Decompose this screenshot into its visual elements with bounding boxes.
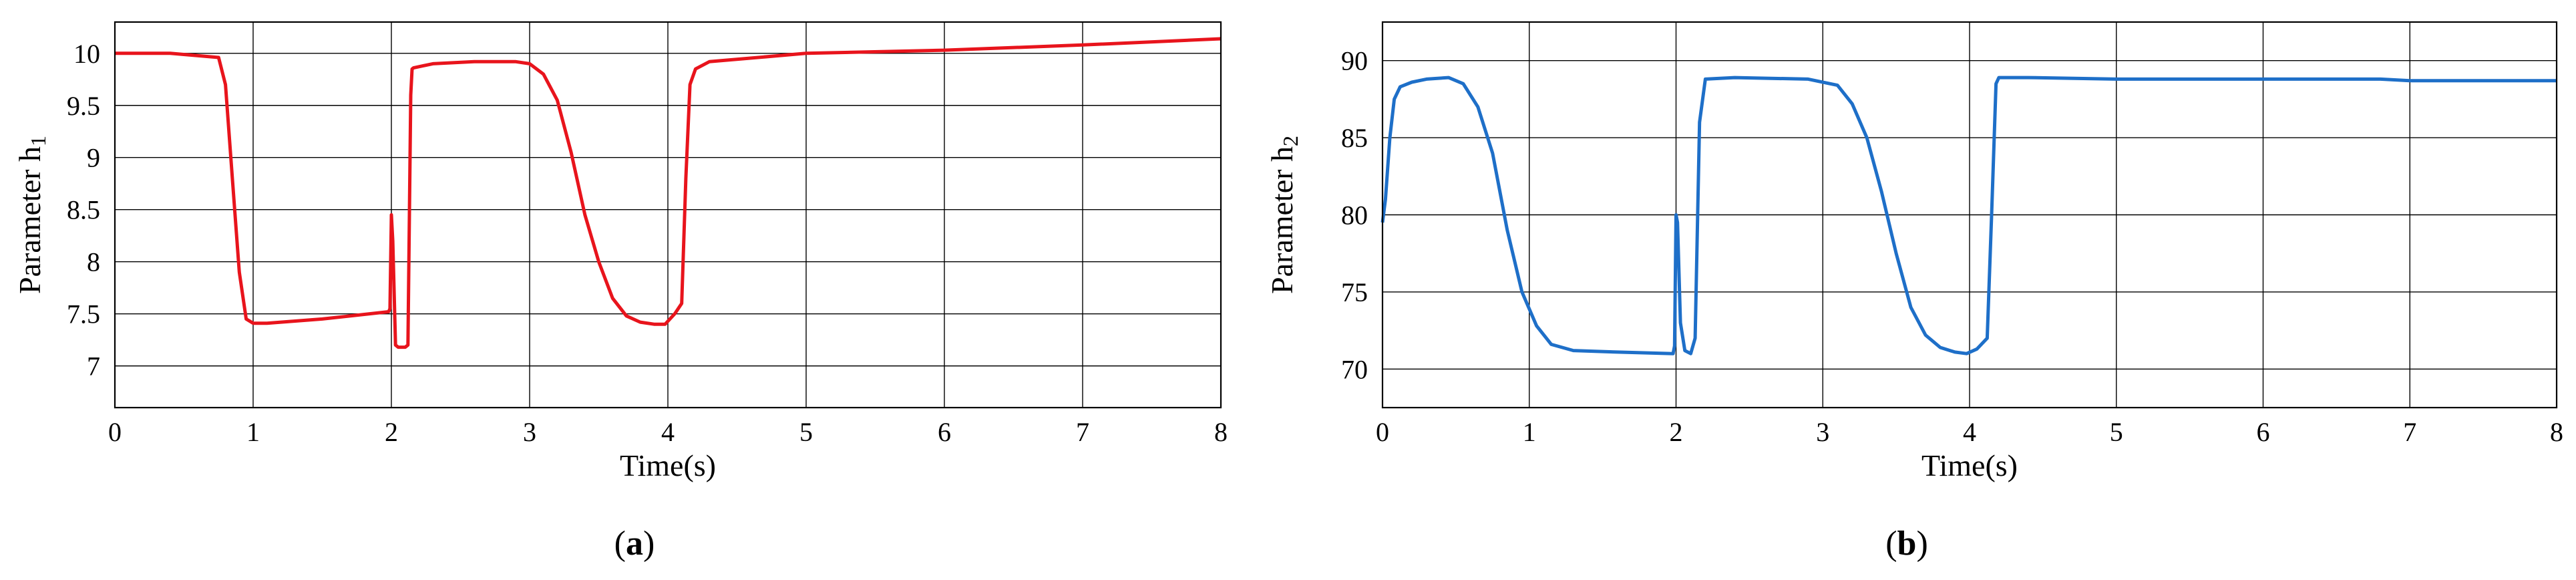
chart-a-x-tick-label: 4 (661, 417, 675, 447)
chart-a-y-tick-label: 8.5 (67, 195, 100, 225)
chart-b-y-axis-label-subscript: 2 (1278, 136, 1302, 146)
chart-a-y-tick-label: 10 (73, 39, 100, 69)
chart-b-x-tick-label: 3 (1816, 417, 1829, 447)
chart-b-y-axis-label-main: Parameter h (1265, 146, 1299, 294)
chart-b-x-tick-label: 5 (2110, 417, 2123, 447)
chart-b-x-axis-label: Time(s) (1921, 448, 2018, 482)
chart-b-frame (1381, 21, 2558, 409)
chart-a-series-line (115, 37, 1222, 349)
chart-b-y-axis-label: Parameter h2 (1265, 136, 1302, 294)
chart-a-y-tick-label: 7 (87, 351, 100, 382)
chart-b-x-tick-labels: 0 1 2 3 4 5 6 7 8 (1376, 417, 2563, 447)
chart-a-x-tick-label: 8 (1214, 417, 1228, 447)
chart-b-series-line (1381, 76, 2557, 355)
chart-a-x-tick-label: 1 (246, 417, 260, 447)
chart-a-x-axis-label: Time(s) (620, 448, 716, 482)
chart-a-y-axis-label: Parameter h1 (13, 136, 50, 294)
chart-b-y-tick-label: 70 (1341, 354, 1368, 384)
chart-a: 0 1 2 3 4 5 6 7 8 7 7.5 8 8.5 9 9.5 10 Time(s) Paramet… (13, 21, 1228, 563)
chart-b-x-tick-label: 8 (2550, 417, 2563, 447)
chart-b-y-tick-label: 75 (1341, 277, 1368, 307)
chart-a-y-axis-label-subscript: 1 (26, 136, 50, 146)
chart-a-x-tick-label: 3 (523, 417, 536, 447)
chart-a-y-tick-labels: 7 7.5 8 8.5 9 9.5 10 (67, 39, 100, 382)
chart-a-y-tick-label: 7.5 (67, 299, 100, 329)
chart-b-x-tick-label: 1 (1523, 417, 1536, 447)
chart-a-x-tick-label: 2 (385, 417, 398, 447)
chart-b-plot-area (1381, 21, 2558, 409)
chart-a-gridlines (115, 22, 1221, 408)
chart-a-x-tick-labels: 0 1 2 3 4 5 6 7 8 (108, 417, 1228, 447)
chart-b-x-tick-label: 4 (1963, 417, 1976, 447)
chart-a-frame (114, 21, 1222, 409)
chart-a-panel-letter: a (626, 525, 643, 563)
chart-b-x-tick-label: 6 (2257, 417, 2270, 447)
chart-b-panel-label: (b) (1885, 525, 1928, 563)
chart-a-panel-label: (a) (614, 525, 655, 563)
chart-a-y-tick-label: 8 (87, 247, 100, 277)
chart-a-x-tick-label: 7 (1076, 417, 1089, 447)
chart-a-plot-area (114, 21, 1222, 409)
chart-a-x-tick-label: 5 (799, 417, 813, 447)
chart-a-y-tick-label: 9.5 (67, 91, 100, 121)
chart-b-y-tick-labels: 70 75 80 85 90 (1341, 46, 1368, 385)
chart-b-gridlines (1383, 22, 2557, 408)
chart-b-x-tick-label: 7 (2403, 417, 2416, 447)
chart-b-y-tick-label: 90 (1341, 46, 1368, 76)
chart-a-x-tick-label: 0 (108, 417, 122, 447)
chart-a-y-tick-label: 9 (87, 143, 100, 173)
chart-b-y-tick-label: 85 (1341, 123, 1368, 153)
chart-a-x-tick-label: 6 (938, 417, 951, 447)
chart-b-x-tick-label: 0 (1376, 417, 1389, 447)
chart-a-y-axis-label-main: Parameter h (13, 146, 47, 294)
chart-b-y-tick-label: 80 (1341, 200, 1368, 231)
chart-b-panel-letter: b (1897, 525, 1917, 563)
chart-b-x-tick-label: 2 (1670, 417, 1683, 447)
chart-b: 0 1 2 3 4 5 6 7 8 70 75 80 85 90 Time(s) Parameter h… (1265, 21, 2563, 563)
